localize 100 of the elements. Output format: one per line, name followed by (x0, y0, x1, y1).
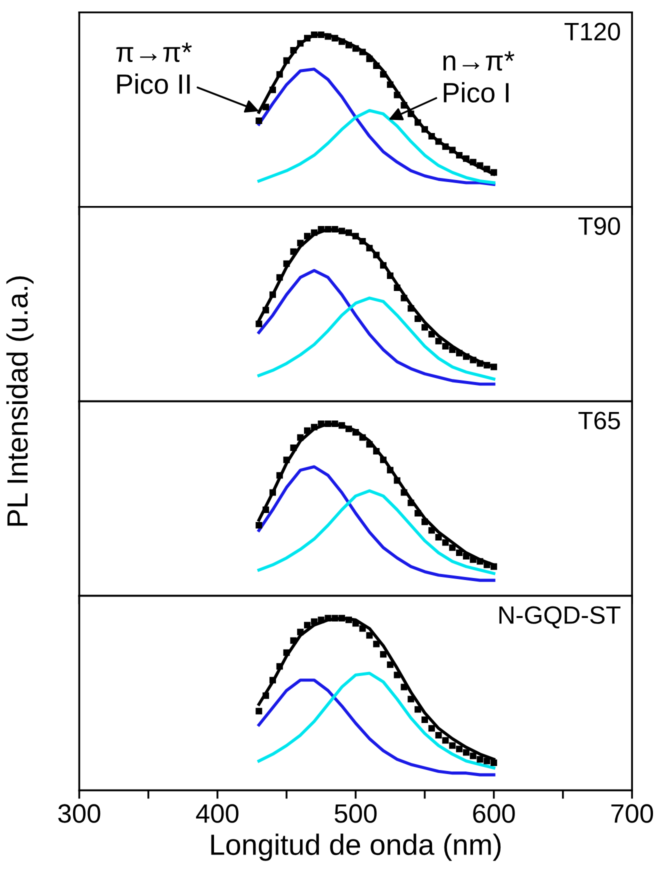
point (332, 226, 338, 232)
point (380, 71, 387, 78)
point (332, 34, 338, 42)
point (256, 320, 262, 328)
point (373, 62, 380, 69)
point (449, 346, 456, 353)
point (345, 426, 352, 432)
point (269, 291, 276, 298)
point (484, 758, 490, 764)
point (359, 434, 366, 441)
point (269, 86, 276, 94)
point (394, 477, 400, 484)
point (449, 742, 456, 749)
point (490, 760, 498, 766)
point (297, 240, 304, 246)
point (373, 640, 380, 648)
point (484, 362, 490, 368)
point (304, 622, 311, 628)
point (345, 229, 352, 236)
point (304, 427, 311, 434)
point (456, 550, 463, 556)
point (310, 31, 318, 38)
point (297, 40, 304, 47)
point (490, 169, 498, 176)
point (414, 119, 422, 126)
point (338, 228, 346, 234)
point (462, 155, 470, 162)
point (380, 262, 387, 269)
point (476, 756, 484, 763)
annotation: T65 (578, 412, 620, 430)
point (400, 294, 408, 302)
x-tick-label: 300 (58, 804, 100, 823)
annotation: T90 (578, 217, 620, 235)
x-tick-label: 600 (473, 804, 515, 823)
point (490, 563, 498, 570)
point (386, 81, 394, 88)
point (414, 706, 422, 713)
point (380, 456, 387, 464)
point (428, 527, 435, 534)
point (470, 556, 476, 563)
point (400, 102, 408, 109)
point (484, 562, 490, 568)
point (304, 232, 311, 240)
point (470, 752, 476, 760)
point (256, 118, 262, 124)
y-axis-title: PL Intensidad (u.a.) (6, 276, 34, 526)
point (400, 489, 408, 496)
point (332, 420, 338, 427)
point (276, 472, 283, 479)
point (324, 420, 332, 427)
point (373, 448, 380, 455)
point (470, 356, 476, 364)
point (318, 420, 324, 427)
point (421, 716, 428, 723)
point (256, 522, 262, 529)
point (324, 226, 332, 232)
point (400, 684, 408, 690)
point (310, 229, 318, 236)
point (449, 146, 456, 154)
point (338, 38, 346, 45)
point (310, 424, 318, 430)
x-tick-label: 400 (196, 804, 238, 823)
point (269, 489, 276, 496)
point (421, 126, 428, 133)
point (462, 353, 470, 360)
point (318, 226, 324, 232)
point (408, 110, 414, 118)
point (359, 48, 366, 56)
point (366, 441, 373, 448)
point (373, 252, 380, 258)
point (276, 663, 283, 670)
point (297, 628, 304, 636)
point (386, 661, 394, 668)
x-axis-title: Longitud de onda (nm) (211, 834, 501, 861)
point (338, 614, 346, 622)
point (283, 649, 290, 656)
point (442, 343, 449, 350)
point (386, 272, 394, 279)
point (366, 632, 373, 639)
point (262, 306, 270, 314)
point (290, 444, 297, 452)
point (332, 614, 338, 622)
point (435, 534, 442, 541)
point (435, 138, 442, 145)
point (462, 552, 470, 560)
point (345, 42, 352, 48)
point (304, 34, 311, 42)
point (324, 33, 332, 40)
point (310, 618, 318, 625)
point (269, 676, 276, 684)
point (476, 360, 484, 367)
point (484, 166, 490, 172)
point (428, 725, 435, 732)
point (262, 506, 270, 514)
point (476, 558, 484, 565)
point (435, 338, 442, 344)
point (276, 71, 283, 78)
point (421, 518, 428, 526)
point (435, 732, 442, 738)
point (408, 305, 414, 312)
